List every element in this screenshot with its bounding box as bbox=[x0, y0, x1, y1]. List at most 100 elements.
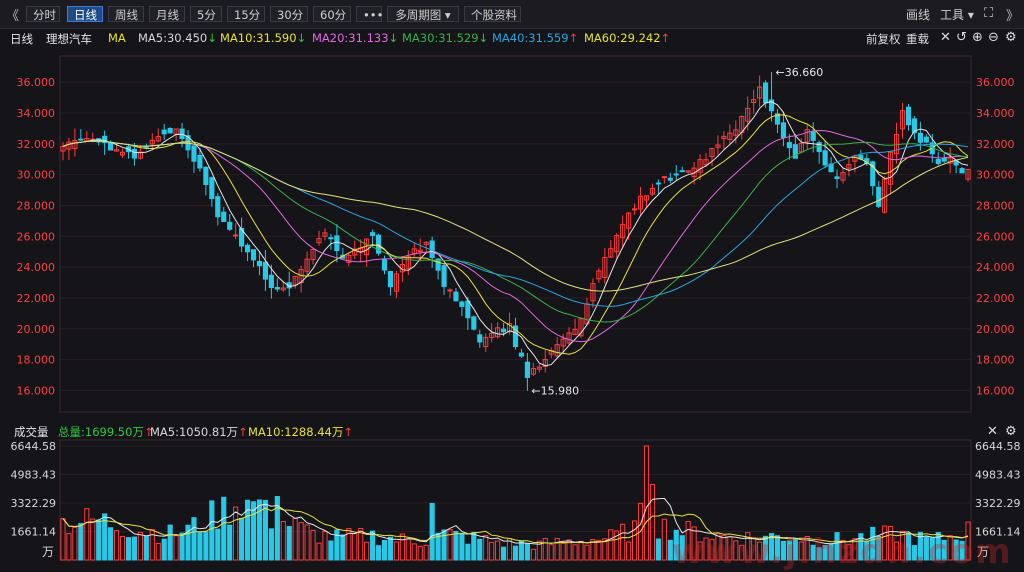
volume-bar bbox=[757, 541, 763, 561]
tab-5min[interactable]: 5分 bbox=[190, 6, 222, 22]
tools-dropdown[interactable]: 工具 ▾ bbox=[940, 8, 974, 22]
volume-unit-right: 万 bbox=[977, 545, 989, 559]
multi-period-dropdown[interactable]: 多周期图 ▾ bbox=[387, 6, 459, 22]
volume-bar bbox=[608, 529, 614, 561]
forward-adjust-button[interactable]: 前复权 bbox=[866, 32, 901, 46]
tab-intraday[interactable]: 分时 bbox=[26, 6, 60, 22]
volume-bar bbox=[858, 533, 864, 561]
tab-60min[interactable]: 60分 bbox=[313, 6, 351, 22]
volume-bar bbox=[429, 502, 435, 561]
price-tick-label-left: 26.000 bbox=[17, 230, 56, 243]
volume-bar bbox=[614, 530, 620, 561]
candle-body bbox=[268, 274, 274, 289]
tab-weekly[interactable]: 周线 bbox=[108, 6, 144, 22]
candle-body bbox=[393, 273, 399, 292]
volume-total: 总量:1699.50万↑ bbox=[58, 425, 154, 439]
candle-body bbox=[518, 352, 525, 357]
volume-bar bbox=[947, 535, 953, 561]
undo-icon[interactable]: ↺ bbox=[956, 30, 967, 45]
candle-body bbox=[387, 271, 394, 288]
candle-body bbox=[649, 187, 656, 195]
volume-tick-label-left: 3322.29 bbox=[11, 497, 57, 510]
candle-body bbox=[84, 137, 90, 142]
volume-bar bbox=[965, 521, 971, 561]
volume-ma-line-ma5 bbox=[62, 497, 969, 545]
candle-body bbox=[792, 144, 798, 159]
candle-body bbox=[304, 258, 310, 272]
candle-body bbox=[786, 142, 792, 149]
volume-bar bbox=[66, 533, 72, 561]
fullscreen-icon[interactable]: ⛶ bbox=[984, 6, 994, 21]
volume-bar bbox=[524, 543, 530, 561]
volume-bar bbox=[102, 513, 108, 561]
price-tick-label-right: 18.000 bbox=[976, 354, 1015, 367]
volume-bar bbox=[929, 537, 935, 561]
volume-bar bbox=[179, 532, 185, 561]
zoom-out-icon[interactable]: ⊖ bbox=[988, 30, 999, 45]
volume-bar bbox=[411, 543, 417, 561]
candle-body bbox=[751, 99, 757, 104]
stock-info-button[interactable]: 个股资料 bbox=[464, 6, 521, 22]
volume-bar bbox=[298, 522, 304, 561]
volume-bar bbox=[393, 541, 399, 561]
candle-body bbox=[804, 129, 810, 143]
candle-body bbox=[959, 168, 965, 174]
draw-line-button[interactable]: 画线 bbox=[906, 8, 931, 22]
volume-bar bbox=[60, 518, 66, 561]
volume-bar bbox=[953, 539, 959, 561]
nav-back-icon[interactable]: 《 bbox=[6, 9, 20, 24]
volume-ma10: MA10:1288.44万↑ bbox=[248, 425, 353, 439]
candle-body bbox=[757, 86, 763, 99]
volume-bar bbox=[846, 543, 852, 561]
candle-body bbox=[119, 151, 126, 156]
tab-15min[interactable]: 15分 bbox=[227, 6, 265, 22]
candle-body bbox=[221, 211, 227, 222]
tab-monthly[interactable]: 月线 bbox=[149, 6, 185, 22]
reload-button[interactable]: 重载 bbox=[906, 32, 929, 46]
candle-body bbox=[256, 260, 263, 267]
more-periods-button[interactable]: ••• bbox=[356, 6, 383, 22]
candle-body bbox=[810, 131, 816, 141]
close-indicator-icon[interactable]: ✕ bbox=[940, 30, 951, 45]
candle-body bbox=[227, 221, 233, 230]
volume-bar bbox=[340, 534, 346, 561]
volume-bar bbox=[637, 502, 644, 561]
ma-line-ma60 bbox=[62, 140, 969, 292]
volume-bar bbox=[447, 529, 453, 561]
volume-bar bbox=[483, 535, 489, 561]
candle-body bbox=[60, 145, 66, 152]
tab-daily[interactable]: 日线 bbox=[67, 6, 103, 22]
volume-bar bbox=[786, 540, 792, 561]
volume-bar bbox=[536, 540, 542, 561]
price-extreme-label: ←36.660 bbox=[776, 66, 824, 79]
volume-bar bbox=[703, 537, 709, 561]
volume-bar bbox=[560, 542, 566, 561]
tab-30min[interactable]: 30分 bbox=[270, 6, 308, 22]
candle-body bbox=[501, 328, 507, 333]
volume-bar bbox=[596, 539, 602, 561]
nav-forward-icon[interactable]: 》 bbox=[1006, 9, 1020, 24]
candle-body bbox=[685, 170, 691, 173]
candle-body bbox=[375, 234, 382, 254]
close-volume-icon[interactable]: ✕ bbox=[987, 424, 998, 439]
volume-settings-icon[interactable]: ⚙ bbox=[1005, 424, 1017, 439]
volume-bar bbox=[673, 529, 679, 561]
volume-bar bbox=[530, 548, 536, 561]
candle-body bbox=[780, 122, 787, 138]
volume-bar bbox=[495, 540, 501, 561]
volume-bar bbox=[334, 529, 340, 561]
volume-bar bbox=[203, 531, 209, 561]
candle-body bbox=[715, 144, 721, 148]
zoom-in-icon[interactable]: ⊕ bbox=[972, 30, 983, 45]
settings-gear-icon[interactable]: ⚙ bbox=[1005, 30, 1017, 45]
volume-bar bbox=[542, 538, 548, 561]
candle-body bbox=[727, 132, 733, 140]
volume-bar bbox=[161, 538, 167, 561]
price-tick-label-left: 30.000 bbox=[17, 169, 56, 182]
candle-body bbox=[608, 248, 614, 258]
volume-bar bbox=[822, 544, 828, 561]
volume-bar bbox=[387, 536, 394, 561]
candle-body bbox=[965, 168, 971, 180]
candle-body bbox=[614, 235, 620, 253]
